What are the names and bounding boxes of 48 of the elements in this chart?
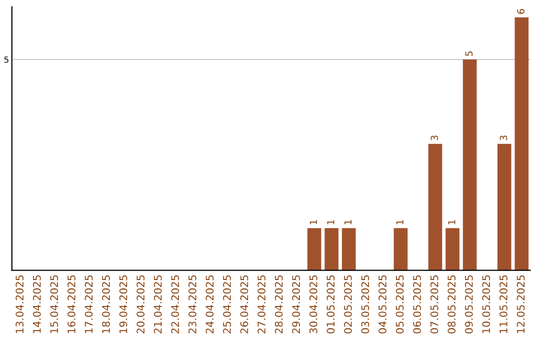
x-tick-label: 30.04.2025 bbox=[309, 275, 318, 334]
x-tick-label: 23.04.2025 bbox=[188, 275, 196, 334]
data-label: 1 bbox=[310, 220, 317, 224]
x-tick-label: 08.05.2025 bbox=[448, 275, 456, 334]
bar bbox=[324, 228, 338, 270]
x-tick-label: 15.04.2025 bbox=[50, 275, 58, 333]
x-tick-label: 13.04.2025 bbox=[16, 275, 24, 333]
x-tick-label: 17.04.2025 bbox=[84, 275, 93, 333]
x-tick-label: 19.04.2025 bbox=[119, 275, 128, 333]
data-label: 3 bbox=[430, 136, 438, 140]
x-tick-label: 26.04.2025 bbox=[240, 275, 248, 334]
bar bbox=[497, 144, 512, 270]
x-tick-label: 05.05.2025 bbox=[396, 275, 404, 334]
data-label: 5 bbox=[465, 51, 473, 56]
x-tick-label: 18.04.2025 bbox=[102, 275, 110, 333]
x-tick-label: 12.05.2025 bbox=[516, 275, 525, 333]
data-label: 6 bbox=[517, 8, 524, 14]
data-label: 1 bbox=[327, 220, 334, 224]
x-tick-label: 29.04.2025 bbox=[292, 275, 300, 334]
x-tick-label: 11.05.2025 bbox=[500, 275, 508, 333]
data-label: 3 bbox=[500, 136, 508, 140]
x-tick-label: 28.04.2025 bbox=[274, 275, 283, 334]
x-tick-label: 14.04.2025 bbox=[32, 275, 41, 333]
x-tick-label: 16.04.2025 bbox=[68, 275, 76, 333]
x-tick-label: 09.05.2025 bbox=[464, 275, 473, 334]
x-tick-label: 03.05.2025 bbox=[361, 275, 370, 334]
x-tick-label: 06.05.2025 bbox=[413, 275, 421, 334]
x-tick-label: 24.04.2025 bbox=[206, 275, 214, 334]
x-tick-label: 10.05.2025 bbox=[482, 275, 490, 333]
data-label: 1 bbox=[448, 220, 456, 224]
bar bbox=[514, 17, 529, 270]
bar bbox=[307, 228, 322, 270]
bar bbox=[446, 228, 460, 270]
bar bbox=[462, 60, 477, 270]
x-tick-label: 02.05.2025 bbox=[344, 275, 352, 334]
bar bbox=[394, 228, 408, 270]
data-label: 1 bbox=[344, 220, 352, 224]
x-tick-label: 21.04.2025 bbox=[154, 275, 162, 334]
x-tick-label: 20.04.2025 bbox=[136, 275, 144, 334]
x-tick-label: 07.05.2025 bbox=[430, 275, 438, 334]
x-tick-label: 22.04.2025 bbox=[171, 275, 180, 334]
data-label: 1 bbox=[396, 220, 404, 224]
x-tick-label: 27.04.2025 bbox=[258, 275, 266, 334]
bar bbox=[342, 228, 356, 270]
x-tick-label: 01.05.2025 bbox=[326, 275, 335, 334]
x-tick-label: 25.04.2025 bbox=[223, 275, 231, 334]
bar bbox=[428, 144, 442, 270]
x-tick-label: 04.05.2025 bbox=[378, 275, 386, 334]
